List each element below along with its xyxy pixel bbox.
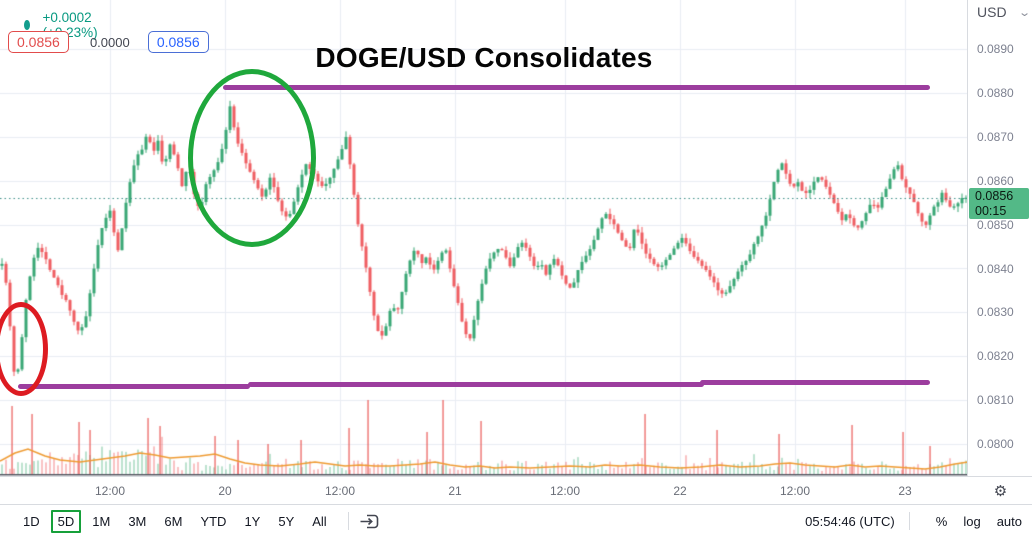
- gear-icon[interactable]: ⚙: [993, 483, 1008, 500]
- price-axis-label: 0.0820: [977, 349, 1014, 364]
- candlestick-chart-canvas[interactable]: [0, 0, 967, 476]
- chart-pane: DOGE/USD Consolidates +0.0002 (+0.23%) 0…: [0, 0, 968, 476]
- time-axis-label: 20: [218, 484, 232, 498]
- price-axis-label: 0.0810: [977, 393, 1014, 408]
- price-axis[interactable]: USD ⌄ 0.0890 0.0880 0.0870 0.0860 0.0850 0.08…: [969, 0, 1032, 476]
- scale-button-auto[interactable]: auto: [996, 513, 1022, 529]
- symbol-marker-dot: [24, 20, 30, 30]
- time-axis-label: 12:00: [324, 484, 356, 498]
- current-price-tag: 0.0856 00:15: [969, 188, 1029, 219]
- range-button-3m[interactable]: 3M: [128, 513, 147, 529]
- scale-buttons: % log auto: [920, 514, 1022, 529]
- scale-button-percent[interactable]: %: [935, 513, 948, 529]
- time-axis-label: 12:00: [549, 484, 581, 498]
- range-buttons: 1D 5D 1M 3M 6M YTD 1Y 5Y All: [16, 509, 338, 533]
- bid-price-button[interactable]: 0.0856: [8, 31, 69, 53]
- chevron-down-icon: ⌄: [1017, 6, 1031, 19]
- bottom-toolbar: 1D 5D 1M 3M 6M YTD 1Y 5Y All 05:54:46 (UTC) % log…: [0, 506, 1032, 536]
- range-button-5y[interactable]: 5Y: [278, 513, 295, 529]
- price-axis-label: 0.0890: [977, 42, 1014, 56]
- range-button-ytd[interactable]: YTD: [200, 513, 227, 529]
- range-button-1d[interactable]: 1D: [23, 513, 40, 529]
- time-axis-label: 12:00: [779, 484, 811, 498]
- current-price-value: 0.0856: [975, 189, 1014, 203]
- time-axis-label: 12:00: [94, 484, 126, 498]
- toolbar-divider: [347, 512, 349, 530]
- range-button-5d[interactable]: 5D: [50, 509, 82, 533]
- price-axis-label: 0.0870: [977, 129, 1014, 144]
- time-axis-label: 21: [448, 484, 462, 498]
- chart-title-annotation: DOGE/USD Consolidates: [315, 42, 653, 73]
- date-range-group: 1D 5D 1M 3M 6M YTD 1Y 5Y All: [16, 509, 380, 533]
- price-axis-label: 0.0850: [977, 217, 1014, 232]
- range-button-1y[interactable]: 1Y: [244, 513, 261, 529]
- currency-selector[interactable]: USD ⌄: [977, 4, 1031, 20]
- scale-button-log[interactable]: log: [963, 513, 981, 529]
- price-axis-label: 0.0860: [977, 173, 1014, 188]
- range-button-1m[interactable]: 1M: [92, 513, 111, 529]
- time-axis-label: 22: [673, 484, 687, 498]
- price-axis-label: 0.0830: [977, 305, 1014, 320]
- spread-value: 0.0000: [89, 34, 130, 50]
- ask-price-button[interactable]: 0.0856: [147, 31, 209, 53]
- price-axis-label: 0.0800: [977, 437, 1014, 452]
- range-button-all[interactable]: All: [312, 513, 327, 529]
- scale-controls-group: 05:54:46 (UTC) % log auto: [805, 512, 1022, 530]
- time-axis[interactable]: 12:00 20 12:00 21 12:00 22 12:00 23 ⚙: [0, 476, 1032, 505]
- price-axis-label: 0.0840: [977, 261, 1014, 276]
- legend-quote-row: 0.0856 0.0000 0.0856: [8, 31, 209, 53]
- currency-label: USD: [977, 4, 1007, 20]
- time-axis-label: 23: [898, 484, 912, 498]
- price-axis-label: 0.0880: [977, 85, 1014, 100]
- range-button-6m[interactable]: 6M: [164, 513, 183, 529]
- bar-countdown: 00:15: [975, 204, 1007, 218]
- go-to-date-icon[interactable]: [359, 513, 380, 530]
- clock-utc[interactable]: 05:54:46 (UTC): [805, 513, 895, 529]
- toolbar-divider: [908, 512, 910, 530]
